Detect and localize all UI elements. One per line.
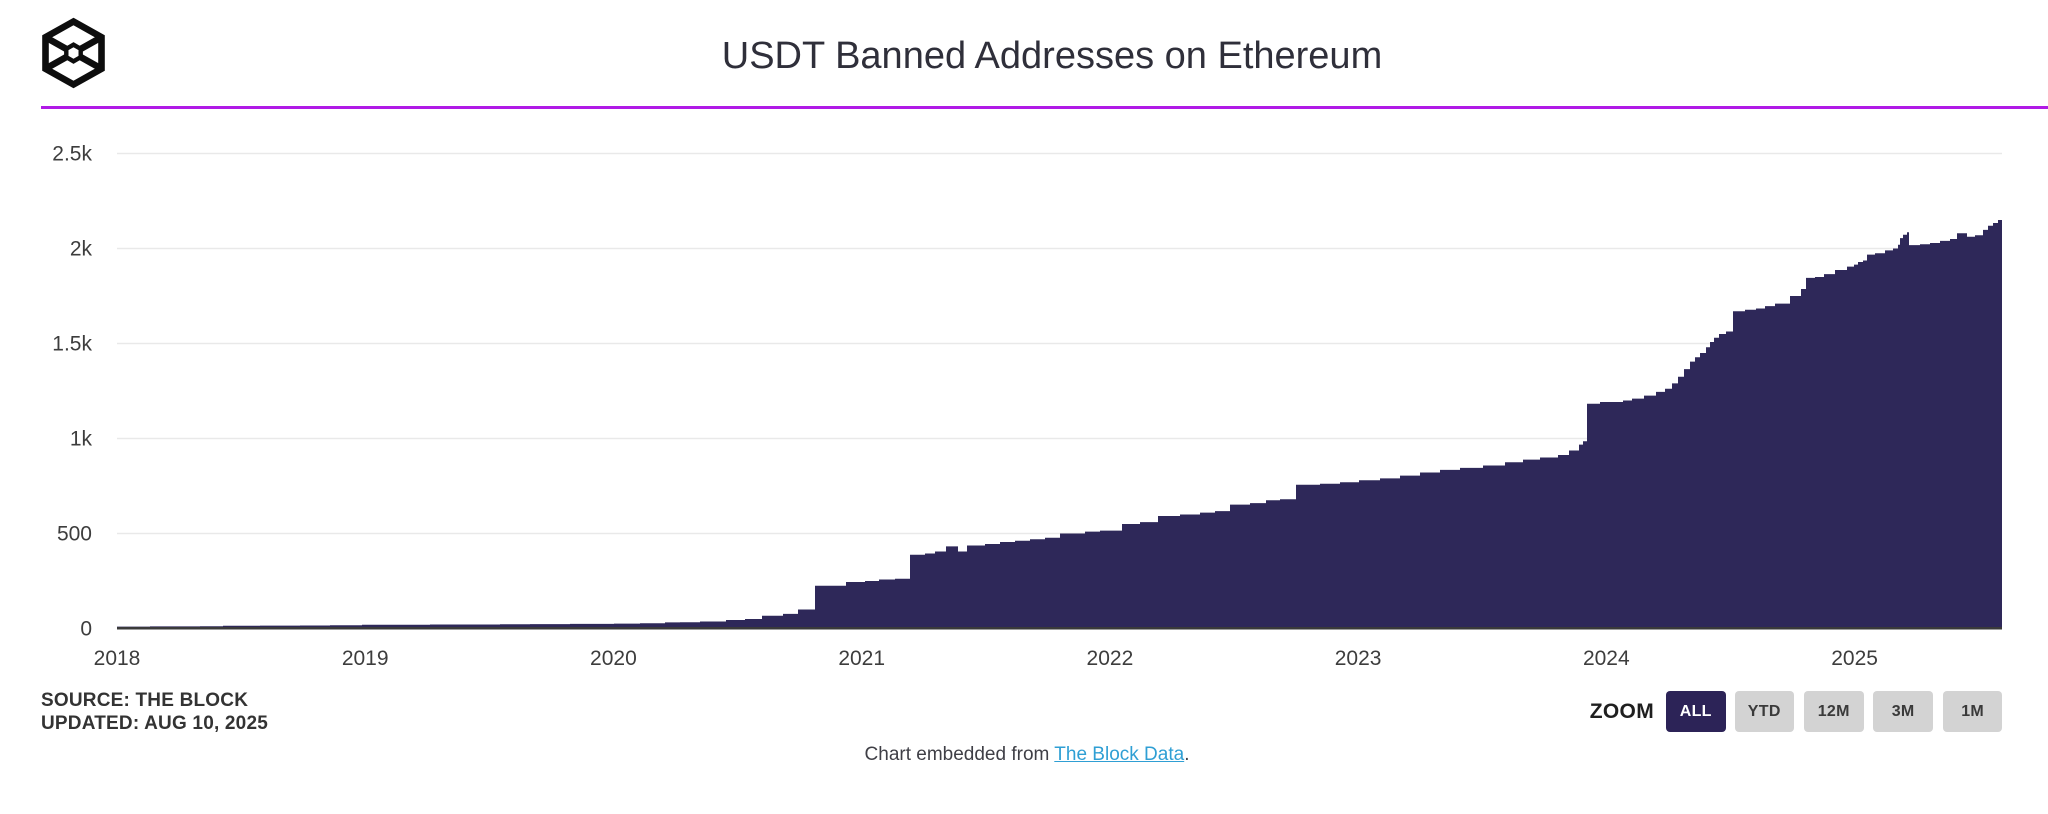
svg-text:0: 0 — [80, 618, 92, 641]
svg-text:2022: 2022 — [1087, 647, 1134, 670]
svg-text:1.5k: 1.5k — [52, 333, 92, 356]
svg-text:1k: 1k — [70, 428, 93, 451]
svg-text:2018: 2018 — [94, 647, 141, 670]
svg-text:2.5k: 2.5k — [52, 143, 92, 166]
svg-text:500: 500 — [57, 523, 92, 546]
svg-text:2025: 2025 — [1831, 647, 1878, 670]
svg-text:2023: 2023 — [1335, 647, 1382, 670]
svg-text:2021: 2021 — [838, 647, 885, 670]
svg-text:2k: 2k — [70, 238, 93, 261]
svg-text:2020: 2020 — [590, 647, 637, 670]
svg-text:2019: 2019 — [342, 647, 389, 670]
svg-text:2024: 2024 — [1583, 647, 1630, 670]
